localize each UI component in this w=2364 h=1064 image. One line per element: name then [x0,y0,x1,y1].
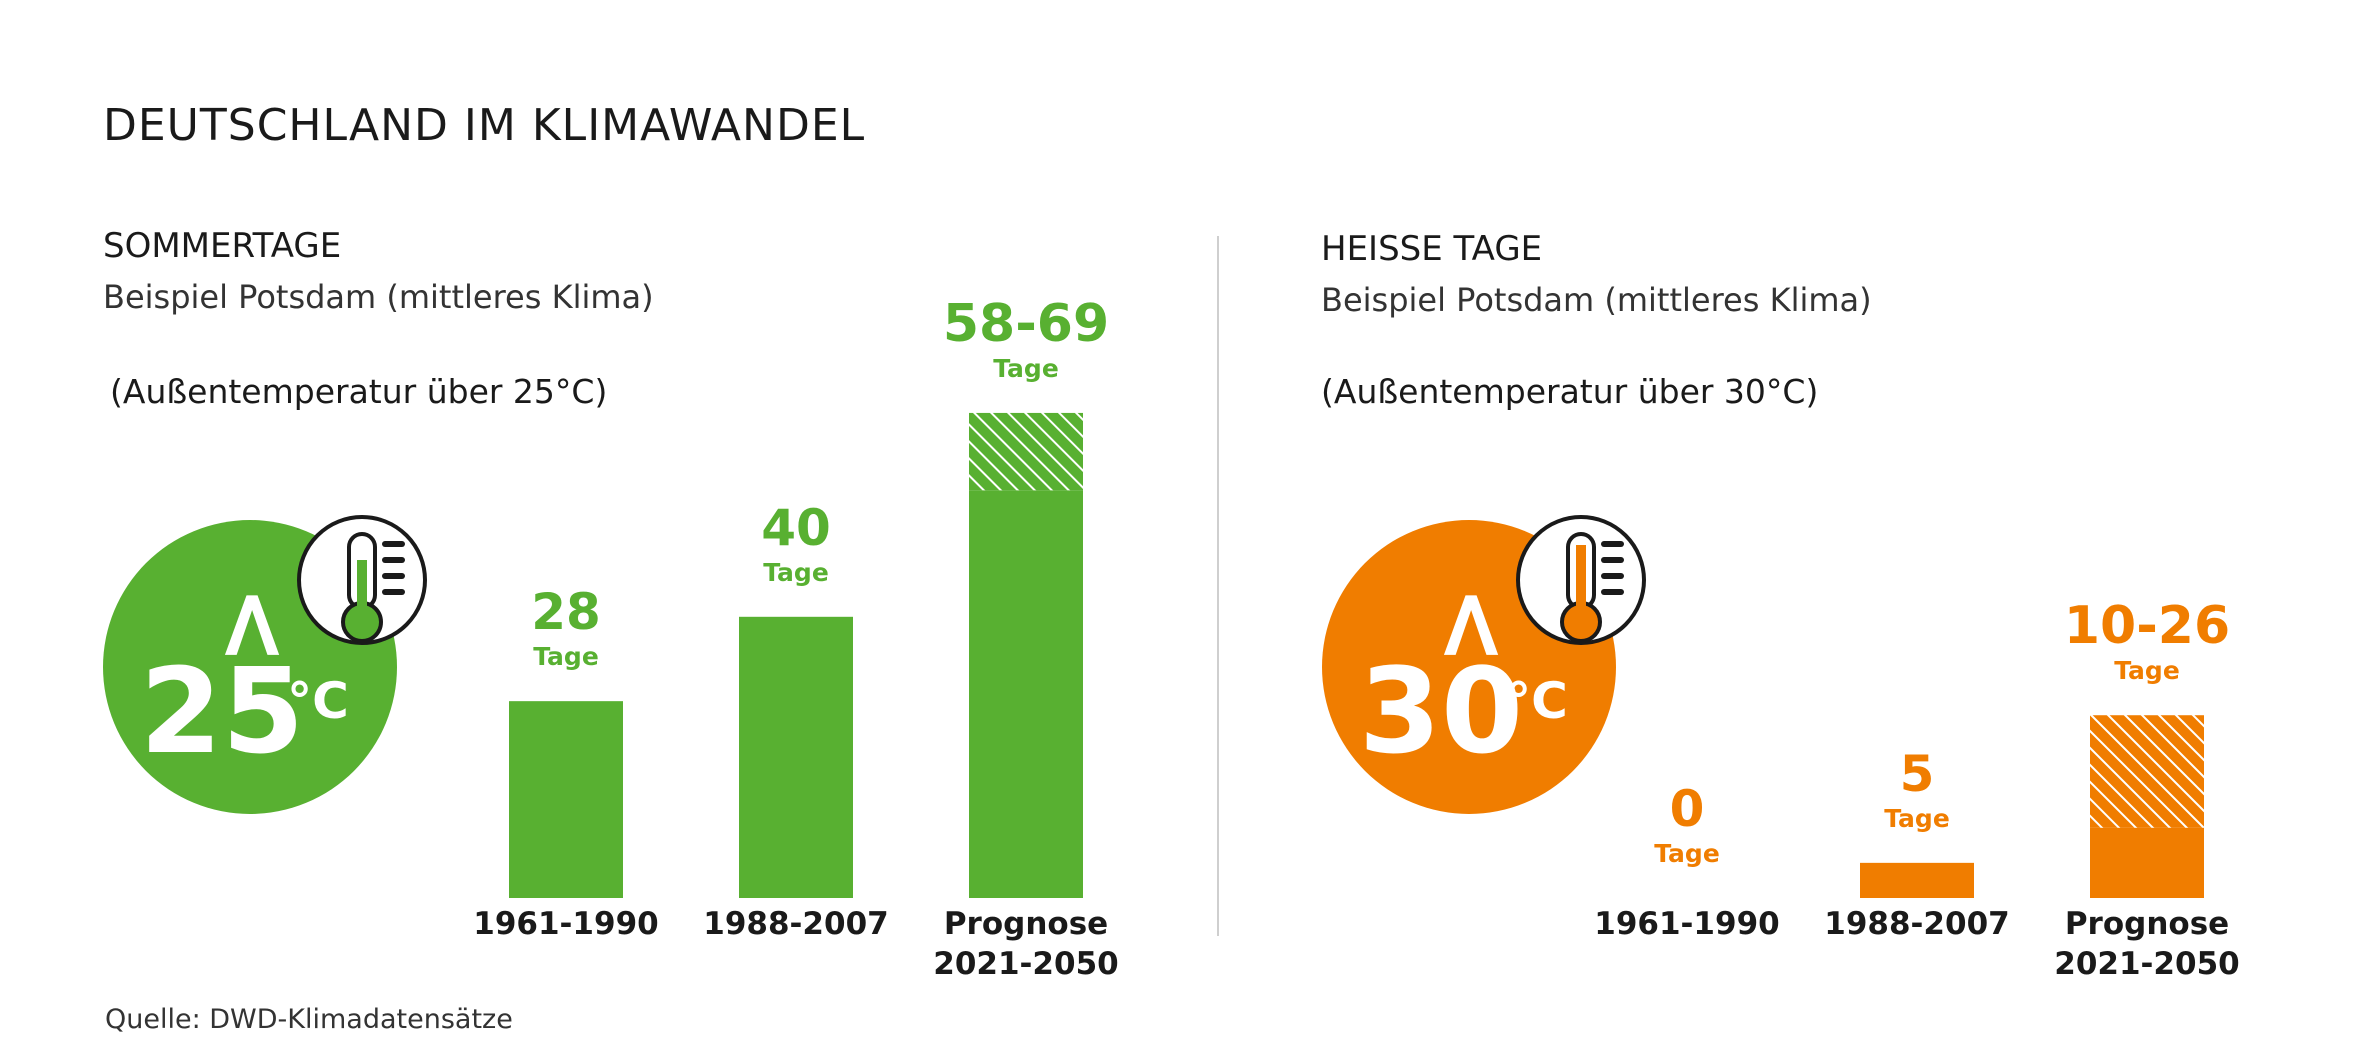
bar-unit-label: Tage [1654,839,1720,868]
bar-unit-label: Tage [763,558,829,587]
panel-subtitle-hot: Beispiel Potsdam (mittleres Klima) [1321,281,1872,319]
badge-number: 30 [1359,642,1523,780]
bar-value-label: 58-69 [943,294,1109,354]
panel-title-hot: HEISSE TAGE [1321,229,1543,269]
x-tick-label: Prognose 2021-2050 [2054,906,2239,982]
bar-range-3 [969,412,1083,491]
bar-2 [1860,862,1974,898]
bar-2 [739,616,853,898]
bar-value-label: 28 [531,583,601,641]
x-tick-label: 1988-2007 [1824,906,2009,942]
bars-layer: 28Tage1961-199040Tage1988-200758-69TageP… [473,294,2239,982]
bar-unit-label: Tage [533,642,599,671]
temperature-badge-summer: > 25 °C [103,515,427,814]
thermometer-icon [297,515,427,645]
x-tick-label: 1988-2007 [703,906,888,942]
source-note: Quelle: DWD-Klimadatensätze [105,1004,513,1035]
temperature-badge-hot: > 30 °C [1322,515,1646,814]
bar-value-label: 0 [1670,780,1705,838]
bar-value-label: 5 [1900,745,1935,803]
bar-range-3 [2090,715,2204,828]
bar-unit-label: Tage [993,354,1059,383]
bar-3 [969,490,1083,898]
bar-1 [509,701,623,898]
panel-title-summer: SOMMERTAGE [103,226,342,266]
x-tick-label: 1961-1990 [1594,906,1779,942]
badge-symbol: > [1414,585,1524,665]
panel-condition-summer: (Außentemperatur über 25°C) [110,372,608,411]
bar-value-label: 10-26 [2064,596,2230,656]
bar-unit-label: Tage [2114,656,2180,685]
bar-3 [2090,827,2204,898]
badge-unit: °C [1506,672,1568,730]
badge-symbol: > [195,585,305,665]
panel-subtitle-summer: Beispiel Potsdam (mittleres Klima) [103,278,654,316]
thermometer-icon [1516,515,1646,645]
badge-unit: °C [287,672,349,730]
panel-condition-hot: (Außentemperatur über 30°C) [1321,372,1819,411]
bar-value-label: 40 [761,499,831,557]
x-tick-label: Prognose 2021-2050 [933,906,1118,982]
bar-unit-label: Tage [1884,804,1950,833]
page-title: DEUTSCHLAND IM KLIMAWANDEL [103,100,866,151]
panel-divider [1217,236,1219,936]
x-tick-label: 1961-1990 [473,906,658,942]
badge-number: 25 [140,642,304,780]
